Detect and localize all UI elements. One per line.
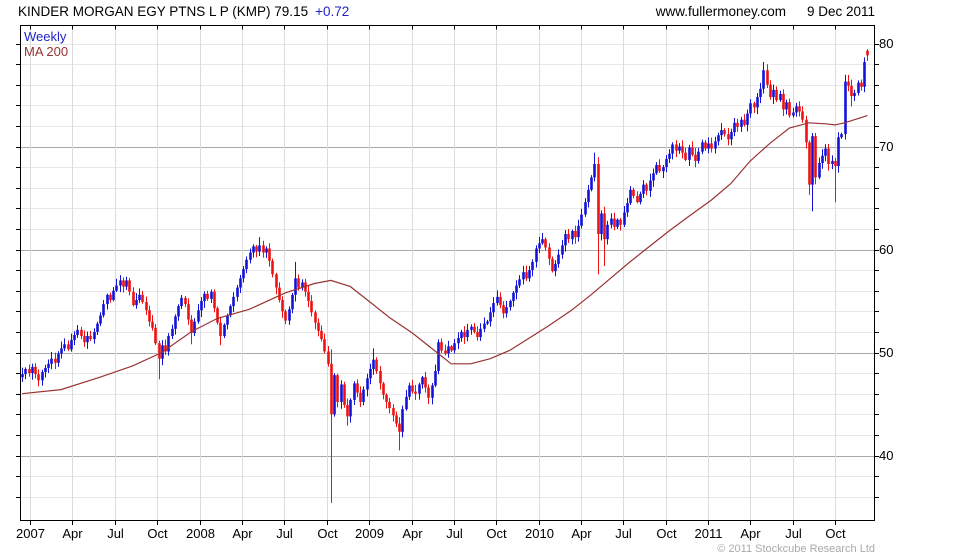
copyright-label: © 2011 Stockcube Research Ltd — [717, 543, 875, 555]
price-change: +0.72 — [315, 4, 349, 19]
y-axis-label: 80 — [879, 36, 893, 51]
candlestick-series — [21, 49, 869, 503]
website-url: www.fullermoney.com — [655, 4, 786, 19]
y-axis-label: 50 — [879, 345, 893, 360]
x-axis-label: Oct — [656, 526, 677, 541]
x-axis-label: Jul — [276, 526, 293, 541]
x-axis-label: Apr — [62, 526, 83, 541]
axis-layer: 2007 Apr Jul Oct 2008 Apr Jul Oct 2009 Apr Jul Oct 2… — [16, 25, 893, 541]
x-axis-label: 2010 — [525, 526, 554, 541]
ma-200-line — [21, 115, 868, 395]
x-axis-label: Apr — [740, 526, 761, 541]
y-axis-label: 60 — [879, 242, 893, 257]
x-axis-label: Oct — [825, 526, 846, 541]
x-axis-label: Jul — [446, 526, 463, 541]
x-axis-label: 2007 — [16, 526, 45, 541]
legend-ma-200: MA 200 — [24, 44, 68, 59]
x-axis-label: Oct — [147, 526, 168, 541]
y-axis-label: 40 — [879, 448, 893, 463]
x-axis-label: Apr — [402, 526, 423, 541]
x-axis-label: Apr — [232, 526, 253, 541]
x-axis-label: 2008 — [186, 526, 215, 541]
instrument-title-text: KINDER MORGAN EGY PTNS L P (KMP) 79.15 — [18, 4, 308, 19]
legend-weekly: Weekly — [24, 29, 67, 44]
plot-border — [20, 25, 875, 521]
x-axis-label: Oct — [486, 526, 507, 541]
x-axis-label: Jul — [107, 526, 124, 541]
x-axis-label: 2011 — [695, 526, 723, 541]
date-label: 9 Dec 2011 — [807, 4, 875, 19]
instrument-title: KINDER MORGAN EGY PTNS L P (KMP) 79.15 +0… — [18, 4, 349, 19]
y-axis-label: 70 — [879, 139, 893, 154]
x-axis-label: Jul — [615, 526, 632, 541]
x-axis-label: Jul — [785, 526, 802, 541]
x-axis-label: Apr — [571, 526, 592, 541]
grid-layer — [20, 25, 875, 521]
x-axis-label: Oct — [317, 526, 338, 541]
x-axis-label: 2009 — [355, 526, 384, 541]
